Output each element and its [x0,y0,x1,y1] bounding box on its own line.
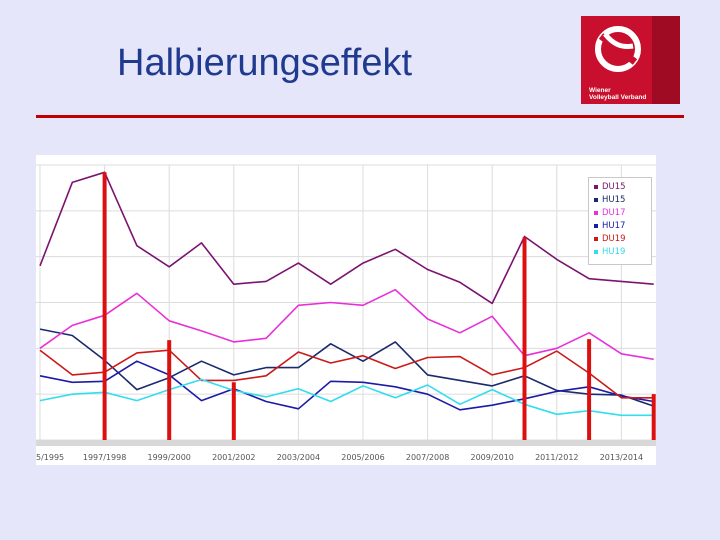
legend-item-hu17: HU17 [594,221,625,232]
x-tick-label: 2011/2012 [535,453,578,462]
legend-item-du19: DU19 [594,234,626,245]
x-tick-label: 2013/2014 [600,453,643,462]
legend-label: HU19 [602,247,626,257]
x-tick-label: 2009/2010 [470,453,513,462]
logo-text-line1: Wiener [589,87,611,94]
page-title: Halbierungseffekt [117,42,413,84]
legend-swatch [594,184,598,189]
legend-label: DU19 [602,234,626,244]
legend-label: DU17 [602,208,626,218]
legend-label: DU15 [602,182,626,192]
title-divider [36,115,684,118]
series-line-du19 [39,349,654,399]
logo-band [652,16,680,104]
legend-item-hu15: HU15 [594,195,625,206]
x-tick-label: 2005/2006 [341,453,384,462]
x-axis-band [36,440,656,446]
legend-swatch [594,223,598,228]
legend-swatch [594,236,598,241]
legend-label: HU15 [602,195,626,205]
x-tick-label: 2007/2008 [406,453,449,462]
line-chart: 5/1995 1997/1998 1999/2000 2001/2002 2003/20… [36,155,656,465]
legend-label: HU17 [602,221,626,231]
series-line-hu17 [39,360,654,411]
legend-item-du15: DU15 [594,182,626,193]
x-tick-label: 5/1995 [36,453,64,462]
legend-swatch [594,249,598,254]
x-tick-label: 2001/2002 [212,453,255,462]
x-tick-label: 1997/1998 [83,453,126,462]
legend-swatch [594,210,598,215]
x-tick-label: 1999/2000 [147,453,190,462]
series-line-hu19 [39,378,654,417]
series-line-du17 [39,288,654,361]
x-tick-label: 2003/2004 [277,453,320,462]
chart-legend: DU15 HU15 DU17 HU17 DU19 HU19 [588,177,652,265]
chart-canvas: 5/1995 1997/1998 1999/2000 2001/2002 2003/20… [36,164,656,462]
logo-text-line2: Volleyball Verband [589,94,647,101]
series-line-hu15 [39,328,654,407]
volleyball-logo-icon [595,26,641,72]
legend-item-hu19: HU19 [594,247,625,258]
legend-swatch [594,197,598,202]
series-line-du15 [39,171,654,305]
legend-item-du17: DU17 [594,208,626,219]
logo: Wiener Volleyball Verband [581,16,680,104]
